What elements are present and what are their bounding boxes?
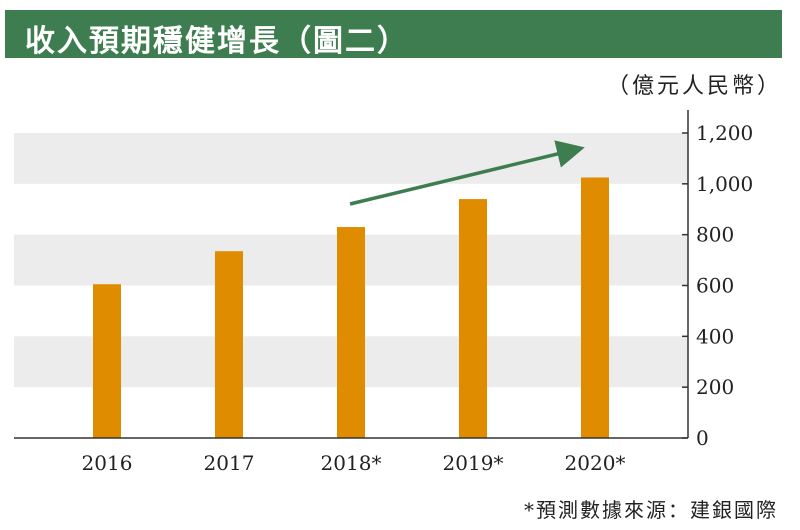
y-tick-label: 400 [696,324,734,348]
bar-2016 [93,284,121,438]
x-tick-label: 2018* [321,451,382,475]
y-axis: 0 200 400 600 800 1,000 1,200 [14,110,753,450]
bar-2019 [459,199,487,438]
y-tick-label: 200 [696,375,734,399]
x-tick-label: 2016 [82,451,133,475]
source-footnote: *預測數據來源：建銀國際 [524,498,778,522]
trend-arrow [349,140,585,206]
y-tick-label: 0 [696,426,709,450]
y-tick-label: 1,000 [696,172,753,196]
trend-arrow-line [349,140,585,206]
x-axis-labels: 2016 2017 2018* 2019* 2020* [82,451,626,475]
x-tick-label: 2020* [565,451,626,475]
title-bar: 收入預期穩健增長（圖二） [5,10,782,59]
x-tick-label: 2017 [204,451,255,475]
y-tick-label: 1,200 [696,121,753,145]
bar-2017 [215,251,243,438]
bar-2020 [581,177,609,438]
chart-title: 收入預期穩健增長（圖二） [25,24,409,59]
bars [93,177,609,438]
grid-band [14,133,688,184]
y-tick-label: 800 [696,223,734,247]
bar-2018 [337,227,365,438]
y-tick-label: 600 [696,274,734,298]
unit-label: （億元人民幣） [606,74,782,99]
x-tick-label: 2019* [443,451,504,475]
